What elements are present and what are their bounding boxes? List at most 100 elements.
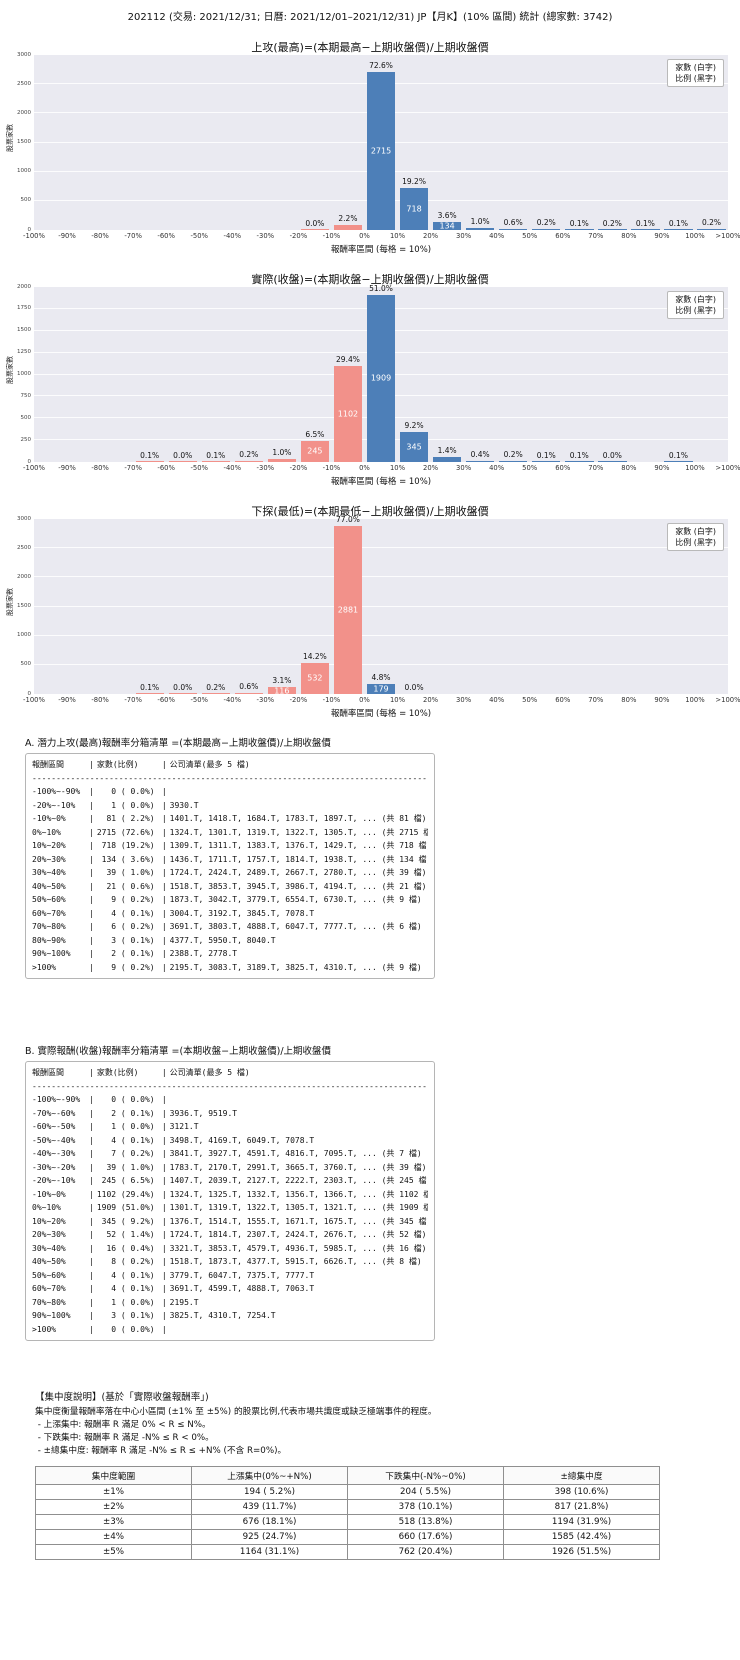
listing-row: 0%~10% | 2715 (72.6%) | 1324.T, 1301.T, 1319… xyxy=(32,826,428,840)
listing-section-upside: A. 潛力上攻(最高)報酬率分箱清單 =(本期最高−上期收盤價)/上期收盤價 報… xyxy=(25,735,740,979)
table-cell: 518 (13.8%) xyxy=(347,1514,504,1530)
table-cell: ±2% xyxy=(35,1499,192,1515)
x-tick-label: 40% xyxy=(489,232,505,240)
bar xyxy=(598,461,627,462)
y-tick-label: 750 xyxy=(20,392,32,399)
table-cell: 925 (24.7%) xyxy=(191,1529,348,1545)
plot-area: 家數 (白字) 比例 (黑字) 0 250 500 750 1000 1250 1500 17… xyxy=(17,284,728,464)
listing-cell: 3004.T, 3192.T, 3845.T, 7078.T xyxy=(169,908,315,918)
listing-cell: 3 ( 0.1%) xyxy=(96,1311,155,1320)
y-tick-label: 1250 xyxy=(17,348,31,355)
y-tick-label: 1500 xyxy=(17,138,31,145)
listing-cell: 1324.T, 1325.T, 1332.T, 1356.T, 1366.T, … xyxy=(169,1189,428,1199)
column-separator: | xyxy=(161,1135,167,1145)
x-tick-label: -50% xyxy=(190,696,209,704)
listing-cell: 3930.T xyxy=(169,800,199,810)
concentration-table: 集中度範圍 上漲集中(0%~+N%) 下跌集中(-N%~0%) ±總集中度 ±1% 194… xyxy=(35,1466,660,1560)
column-separator: | xyxy=(89,895,94,904)
note-line: - 上漲集中: 報酬率 R 滿足 0% < R ≤ N%。 xyxy=(35,1420,211,1430)
bar-pct-label: 0.0% xyxy=(404,683,424,692)
listing-cell: 1309.T, 1311.T, 1383.T, 1376.T, 1429.T, … xyxy=(169,841,428,850)
listing-cell: 1376.T, 1514.T, 1555.T, 1671.T, 1675.T, … xyxy=(169,1216,428,1226)
x-tick-label: 30% xyxy=(456,232,472,240)
column-separator: | xyxy=(161,962,167,972)
note-line: - ±總集中度: 報酬率 R 滿足 -N% ≤ R ≤ +N% (不含 R=0%… xyxy=(35,1446,287,1456)
column-separator: | xyxy=(161,854,167,864)
listing-cell: -40%~-30% xyxy=(32,1149,76,1158)
column-separator: | xyxy=(89,1203,94,1212)
y-tick-label: 2000 xyxy=(17,283,31,290)
listing-row: 20%~30% | 134 ( 3.6%) | 1436.T, 1711.T, 175… xyxy=(32,853,428,867)
column-separator: | xyxy=(161,895,167,904)
column-separator: | xyxy=(161,1297,167,1307)
bar xyxy=(234,692,264,694)
listing-cell: 1 ( 0.0%) xyxy=(96,1297,155,1307)
gridline xyxy=(34,518,728,519)
x-tick-label: -30% xyxy=(256,696,275,704)
x-tick-label: -100% xyxy=(23,232,45,240)
listing-cell: 20%~30% xyxy=(32,1230,66,1239)
listing-cell: -100%~-90% xyxy=(32,1095,81,1104)
x-tick-label: >100% xyxy=(715,464,740,472)
separator-line: ----------------------------------------… xyxy=(32,1081,428,1091)
listing-row: >100% | 0 ( 0.0%) | xyxy=(32,1323,428,1337)
bar-pct-label: 0.1% xyxy=(569,450,589,460)
chart-downside-min: 下探(最低)=(本期最低−上期收盤價)/上期收盤價 股票家數 家數 (白字) 比… xyxy=(0,503,740,719)
listing-cell: 3936.T, 9519.T xyxy=(169,1108,238,1118)
listing-row: -20%~-10% | 245 ( 6.5%) | 1407.T, 2039.T, 2… xyxy=(32,1174,428,1188)
y-axis-label: 股票家數 xyxy=(6,124,14,152)
column-separator: | xyxy=(89,1149,94,1158)
column-separator: | xyxy=(89,800,94,810)
column-separator: | xyxy=(89,868,94,877)
bar-pct-label: 0.2% xyxy=(239,450,259,460)
listing-cell: 10%~20% xyxy=(32,1216,66,1226)
x-tick-label: 0% xyxy=(359,232,370,240)
listing-cell: 134 ( 3.6%) xyxy=(96,854,155,864)
x-tick-label: 90% xyxy=(654,232,670,240)
listing-cell: 報酬區間 xyxy=(32,1068,64,1077)
bar xyxy=(300,662,330,694)
listing-cell: 1436.T, 1711.T, 1757.T, 1814.T, 1938.T, … xyxy=(169,854,428,864)
listing-row: -20%~-10% | 1 ( 0.0%) | 3930.T xyxy=(32,799,428,813)
listing-cell: -10%~0% xyxy=(32,814,66,823)
column-separator: | xyxy=(89,1122,94,1131)
table-cell: 1194 (31.9%) xyxy=(503,1514,660,1530)
column-separator: | xyxy=(161,949,167,958)
column-separator: | xyxy=(89,1257,94,1266)
x-tick-label: 10% xyxy=(389,464,406,472)
y-axis-label: 股票家數 xyxy=(6,356,14,384)
bar-pct-label: 3.1% xyxy=(272,676,292,686)
y-tick-label: 1500 xyxy=(17,602,31,609)
note-line: - 下跌集中: 報酬率 R 滿足 -N% ≤ R < 0%。 xyxy=(35,1433,214,1443)
column-separator: | xyxy=(161,1243,167,1253)
listing-cell: 3 ( 0.1%) xyxy=(96,935,155,945)
column-separator: | xyxy=(89,1216,94,1226)
listing-cell: 80%~90% xyxy=(32,935,66,945)
listing-cell: 3825.T, 4310.T, 7254.T xyxy=(169,1311,276,1320)
listing-cell: 1873.T, 3042.T, 3779.T, 6554.T, 6730.T, … xyxy=(169,895,422,904)
listing-cell: 1724.T, 2424.T, 2489.T, 2667.T, 2780.T, … xyxy=(169,868,427,877)
column-separator: | xyxy=(89,1176,94,1185)
bar-pct-label: 0.2% xyxy=(701,218,721,228)
listing-cell: 1518.T, 1873.T, 4377.T, 5915.T, 6626.T, … xyxy=(169,1257,422,1266)
x-tick-label: -20% xyxy=(289,232,308,240)
bar-pct-label: 0.2% xyxy=(503,450,523,460)
bar xyxy=(399,431,429,462)
table-row: ±2% 439 (11.7%) 378 (10.1%) 817 (21.8%) xyxy=(35,1499,660,1515)
x-tick-label: 60% xyxy=(555,464,571,472)
x-tick-label: 70% xyxy=(588,464,604,472)
x-tick-label: 70% xyxy=(588,232,604,240)
x-tick-label: -20% xyxy=(289,464,308,472)
bar-count-label: 116 xyxy=(274,686,290,696)
listing-cell: 報酬區間 xyxy=(32,760,64,769)
bar-pct-label: 29.4% xyxy=(336,354,360,364)
column-separator: | xyxy=(89,760,94,769)
listing-box: 報酬區間 | 家數(比例) | 公司清單(最多 5 檔) ----------------… xyxy=(25,1061,435,1341)
bar-count-label: 345 xyxy=(406,442,422,452)
x-tick-label: 50% xyxy=(522,232,538,240)
legend-count-label: 家數 (白字) xyxy=(675,295,716,304)
chart-body: 股票家數 家數 (白字) 比例 (黑字) 0 250 500 750 1000 1250 1… xyxy=(6,284,740,487)
x-axis-ticks: -100% -90% -80% -70% -60% -50% -40% -30% -20% -10… xyxy=(23,230,740,241)
listing-cell: 2195.T, 3083.T, 3189.T, 3825.T, 4310.T, … xyxy=(169,962,422,972)
table-cell: 398 (10.6%) xyxy=(503,1484,660,1500)
